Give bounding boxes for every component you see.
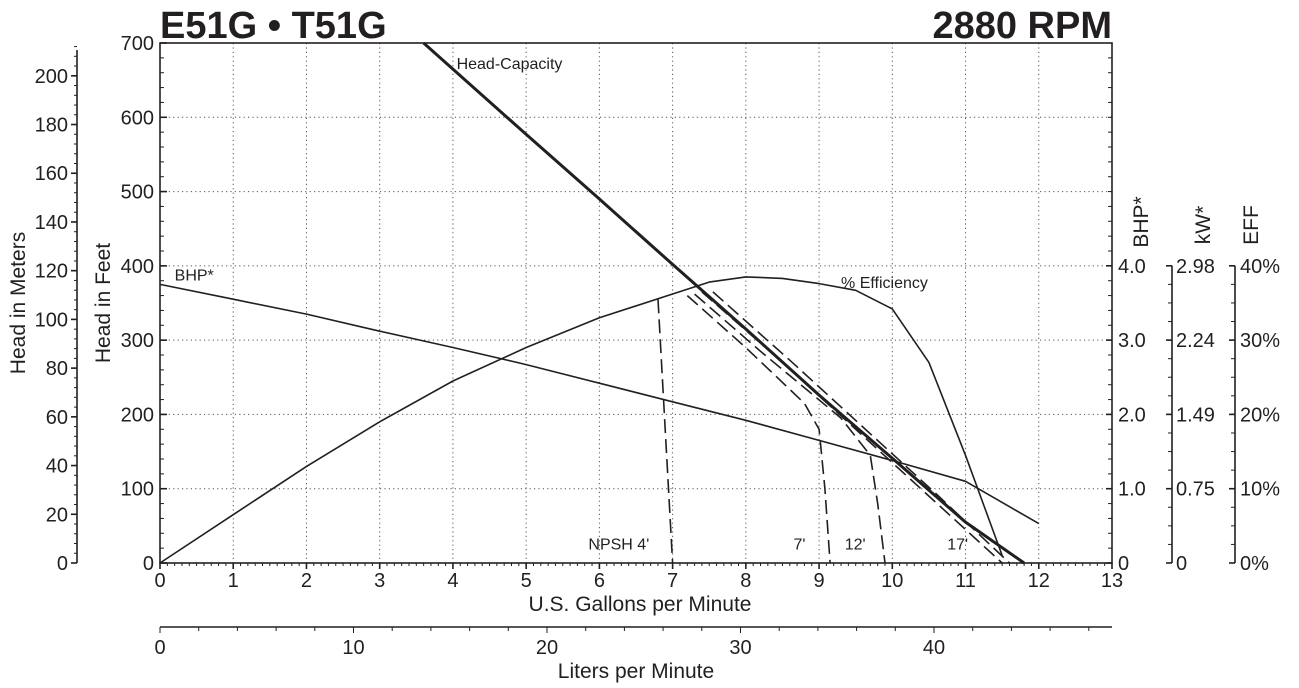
y-axis-eff-label: EFF <box>1240 205 1263 245</box>
feet-tick-label: 200 <box>121 404 154 426</box>
bhp-tick-label: 2.0 <box>1118 404 1146 426</box>
curve-annotation: 17' <box>947 537 968 554</box>
x-tick-label: 9 <box>814 570 825 592</box>
meters-tick-label: 200 <box>35 66 68 88</box>
bhp-tick-label: 0 <box>1118 553 1129 575</box>
x-tick-label: 0 <box>154 570 165 592</box>
bhp-tick-label: 1.0 <box>1118 479 1146 501</box>
kw-tick-label: 0 <box>1176 553 1187 575</box>
feet-tick-label: 400 <box>121 256 154 278</box>
x2-axis-label: Liters per Minute <box>558 660 714 683</box>
kw-tick-label: 1.49 <box>1176 404 1215 426</box>
x-tick-label: 3 <box>374 570 385 592</box>
meters-tick-label: 100 <box>35 309 68 331</box>
x-axis-lpm: 0 10 20 30 40 <box>154 626 1112 659</box>
x-tick-label: 8 <box>740 570 751 592</box>
curve-annotation: NPSH 4' <box>588 537 649 554</box>
x-tick-label: 7 <box>667 570 678 592</box>
x-tick-label: 11 <box>955 570 976 592</box>
x2-tick-label: 10 <box>342 637 364 659</box>
eff-tick-label: 10% <box>1240 479 1280 501</box>
curve-12 <box>694 293 886 564</box>
x2-tick-label: 0 <box>154 637 165 659</box>
x-tick-label: 1 <box>228 570 239 592</box>
feet-tick-label: 0 <box>143 553 154 575</box>
x-tick-label: 6 <box>594 570 605 592</box>
curve-bhp <box>159 283 1040 525</box>
curve-annotation: 12' <box>845 537 866 554</box>
right-axes: 0 1.0 2.0 3.0 4.0 0 0.75 1.49 2.24 2.98 0% 10% 20% 30… <box>1106 256 1280 575</box>
curve-17 <box>701 291 1003 564</box>
x-axis-label: U.S. Gallons per Minute <box>529 593 752 616</box>
chart-title-model: E51G • T51G <box>160 5 387 47</box>
kw-tick-label: 2.98 <box>1176 256 1215 278</box>
meters-tick-label: 60 <box>46 407 68 429</box>
plot-frame <box>159 42 1113 564</box>
y-axis-meters: 0 20 40 60 80 100 120 140 160 180 200 <box>35 46 78 575</box>
meters-tick-label: 20 <box>46 504 68 526</box>
meters-tick-label: 180 <box>35 115 68 137</box>
y-axis-bhp-label: BHP* <box>1130 196 1153 247</box>
x-axis-gpm: 0 1 2 3 4 5 6 7 8 9 10 11 12 13 <box>154 563 1123 592</box>
curve-annotation: % Efficiency <box>841 275 928 292</box>
eff-tick-label: 0% <box>1240 553 1269 575</box>
eff-tick-label: 20% <box>1240 404 1280 426</box>
feet-tick-label: 300 <box>121 330 154 352</box>
eff-tick-label: 40% <box>1240 256 1280 278</box>
curve-7 <box>686 295 831 564</box>
curve-annotation: BHP* <box>175 268 214 285</box>
x2-tick-label: 20 <box>536 637 558 659</box>
y-axis-feet-label: Head in Feet <box>92 243 115 363</box>
meters-tick-label: 160 <box>35 163 68 185</box>
meters-tick-label: 140 <box>35 212 68 234</box>
x-tick-label: 4 <box>447 570 458 592</box>
eff-tick-label: 30% <box>1240 330 1280 352</box>
meters-tick-label: 120 <box>35 261 68 283</box>
feet-tick-label: 700 <box>121 33 154 55</box>
feet-tick-label: 500 <box>121 182 154 204</box>
meters-tick-label: 0 <box>57 553 68 575</box>
curve-annotation: 7' <box>793 537 805 554</box>
x2-tick-label: 30 <box>729 637 751 659</box>
x-tick-label: 2 <box>301 570 312 592</box>
x-tick-label: 12 <box>1028 570 1050 592</box>
y-axis-meters-label: Head in Meters <box>7 232 30 374</box>
bhp-tick-label: 4.0 <box>1118 256 1146 278</box>
curve-17b <box>712 291 1011 564</box>
x-tick-label: 13 <box>1101 570 1123 592</box>
x2-tick-label: 40 <box>923 637 945 659</box>
x-tick-label: 5 <box>521 570 532 592</box>
curve-annotation: Head-Capacity <box>457 56 563 73</box>
kw-tick-label: 0.75 <box>1176 479 1215 501</box>
x-tick-label: 10 <box>881 570 903 592</box>
curve--efficiency <box>159 276 1003 564</box>
y-axis-feet: 0 100 200 300 400 500 600 700 <box>121 33 1112 575</box>
bhp-tick-label: 3.0 <box>1118 330 1146 352</box>
grid-lines <box>160 43 1112 563</box>
chart-title-rpm: 2880 RPM <box>932 5 1112 47</box>
curve-head-capacity <box>422 41 1025 565</box>
feet-tick-label: 100 <box>121 479 154 501</box>
curve-labels: Head-Capacity BHP* % Efficiency NPSH 4' 7' 12… <box>175 56 968 554</box>
feet-tick-label: 600 <box>121 107 154 129</box>
meters-tick-label: 80 <box>46 358 68 380</box>
meters-tick-label: 40 <box>46 456 68 478</box>
y-axis-kw-label: kW* <box>1192 206 1215 245</box>
curves <box>159 41 1040 565</box>
curve-npsh-4 <box>657 299 674 564</box>
kw-tick-label: 2.24 <box>1176 330 1215 352</box>
